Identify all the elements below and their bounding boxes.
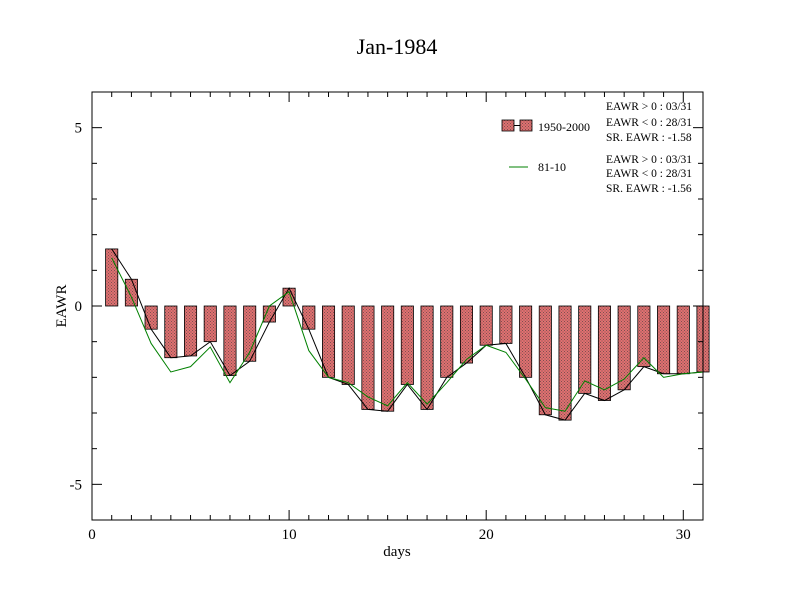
- x-tick-label: 0: [88, 527, 96, 543]
- bar-day-6: [203, 305, 217, 343]
- bar-day-2: [124, 278, 138, 307]
- y-axis-label: EAWR: [54, 285, 70, 328]
- legend-swatch-bar-right: [519, 119, 533, 132]
- legend: 1950-2000 81-10 EAWR > 0 : 03/31 EAWR < …: [501, 101, 692, 195]
- bar-day-29: [657, 305, 671, 375]
- x-tick-label: 10: [282, 527, 297, 543]
- bar-day-16: [400, 305, 414, 385]
- y-axis: 5 0 -5: [70, 91, 703, 521]
- stats-8110-positive: EAWR > 0 : 03/31: [606, 154, 692, 166]
- bar-day-23: [538, 305, 552, 416]
- y-tick-label: -5: [70, 477, 83, 493]
- bar-day-7: [223, 305, 237, 376]
- stats-1950-sr: SR. EAWR : -1.58: [606, 132, 692, 144]
- legend-label-1950-2000: 1950-2000: [538, 120, 590, 134]
- bar-day-26: [597, 305, 611, 401]
- bar-day-17: [420, 305, 434, 410]
- bar-day-27: [617, 305, 631, 391]
- bar-day-19: [459, 305, 473, 364]
- bar-day-15: [381, 305, 395, 412]
- bar-day-24: [558, 305, 572, 421]
- y-tick-label: 0: [75, 299, 83, 315]
- x-axis: 0 10 20 30: [88, 92, 704, 543]
- x-tick-label: 20: [479, 527, 494, 543]
- bar-day-18: [440, 305, 454, 378]
- bar-day-20: [479, 305, 493, 346]
- bar-day-5: [184, 305, 198, 357]
- bar-day-1: [105, 248, 119, 307]
- stats-8110-sr: SR. EAWR : -1.56: [606, 183, 692, 195]
- legend-label-81-10: 81-10: [538, 160, 566, 174]
- x-axis-label: days: [383, 544, 411, 560]
- bar-day-21: [499, 305, 513, 344]
- bar-day-4: [164, 305, 178, 359]
- chart-title: Jan-1984: [357, 34, 438, 59]
- stats-1950-positive: EAWR > 0 : 03/31: [606, 101, 692, 113]
- line-1950-2000: [111, 248, 704, 421]
- bars-group: [105, 248, 710, 421]
- bar-day-11: [302, 305, 316, 330]
- bar-day-25: [578, 305, 592, 394]
- legend-swatch-bar-left: [501, 119, 515, 132]
- bar-day-22: [519, 305, 533, 378]
- bar-day-30: [676, 305, 690, 375]
- lines-group: [111, 248, 704, 421]
- stats-1950-negative: EAWR < 0 : 28/31: [606, 117, 692, 129]
- stats-8110-negative: EAWR < 0 : 28/31: [606, 168, 692, 180]
- y-tick-label: 5: [75, 121, 83, 137]
- x-tick-label: 30: [676, 527, 691, 543]
- bar-day-13: [341, 305, 355, 385]
- line-81-10: [111, 257, 704, 412]
